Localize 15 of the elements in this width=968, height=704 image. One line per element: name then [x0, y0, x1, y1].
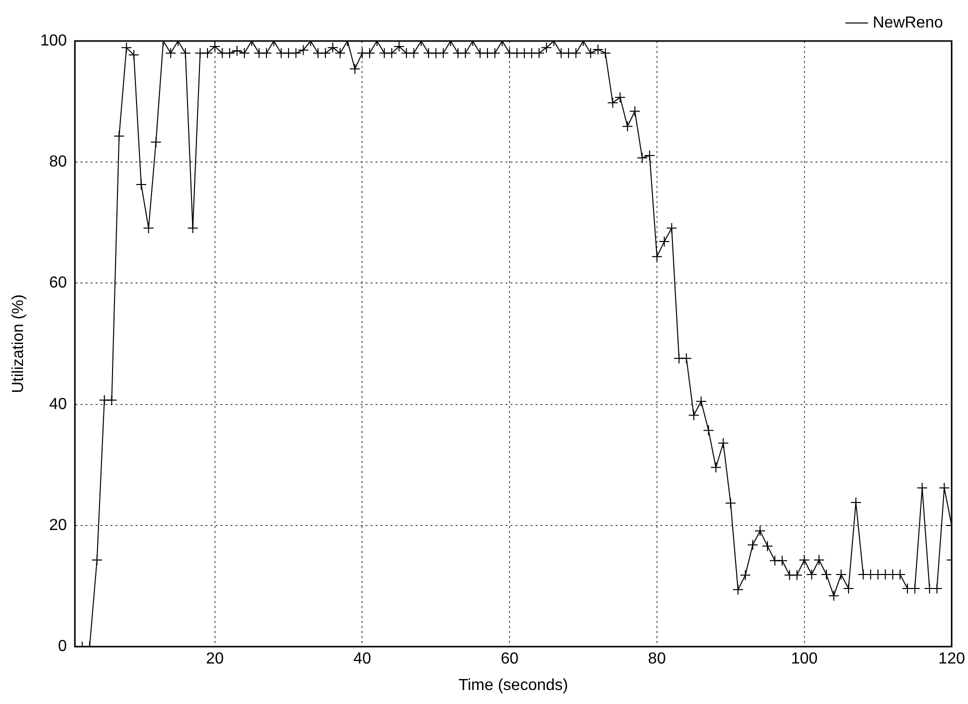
x-tick-label: 80: [648, 650, 666, 668]
x-axis-title: Time (seconds): [458, 676, 568, 694]
y-axis-title: Utilization (%): [10, 294, 28, 394]
y-tick-label: 100: [40, 32, 67, 50]
x-tick-label: 120: [938, 650, 966, 668]
y-tick-label: 60: [49, 274, 67, 292]
y-tick-label: 0: [58, 638, 67, 656]
x-tick-label: 40: [353, 650, 372, 668]
x-tick-label: 100: [790, 650, 818, 668]
y-tick-label: 20: [49, 516, 67, 534]
y-tick-label: 40: [49, 396, 67, 413]
y-tick-label: 80: [49, 154, 67, 171]
x-tick-label: 20: [206, 650, 224, 668]
x-tick-label: 60: [500, 650, 519, 668]
legend-label: NewReno: [872, 14, 944, 32]
